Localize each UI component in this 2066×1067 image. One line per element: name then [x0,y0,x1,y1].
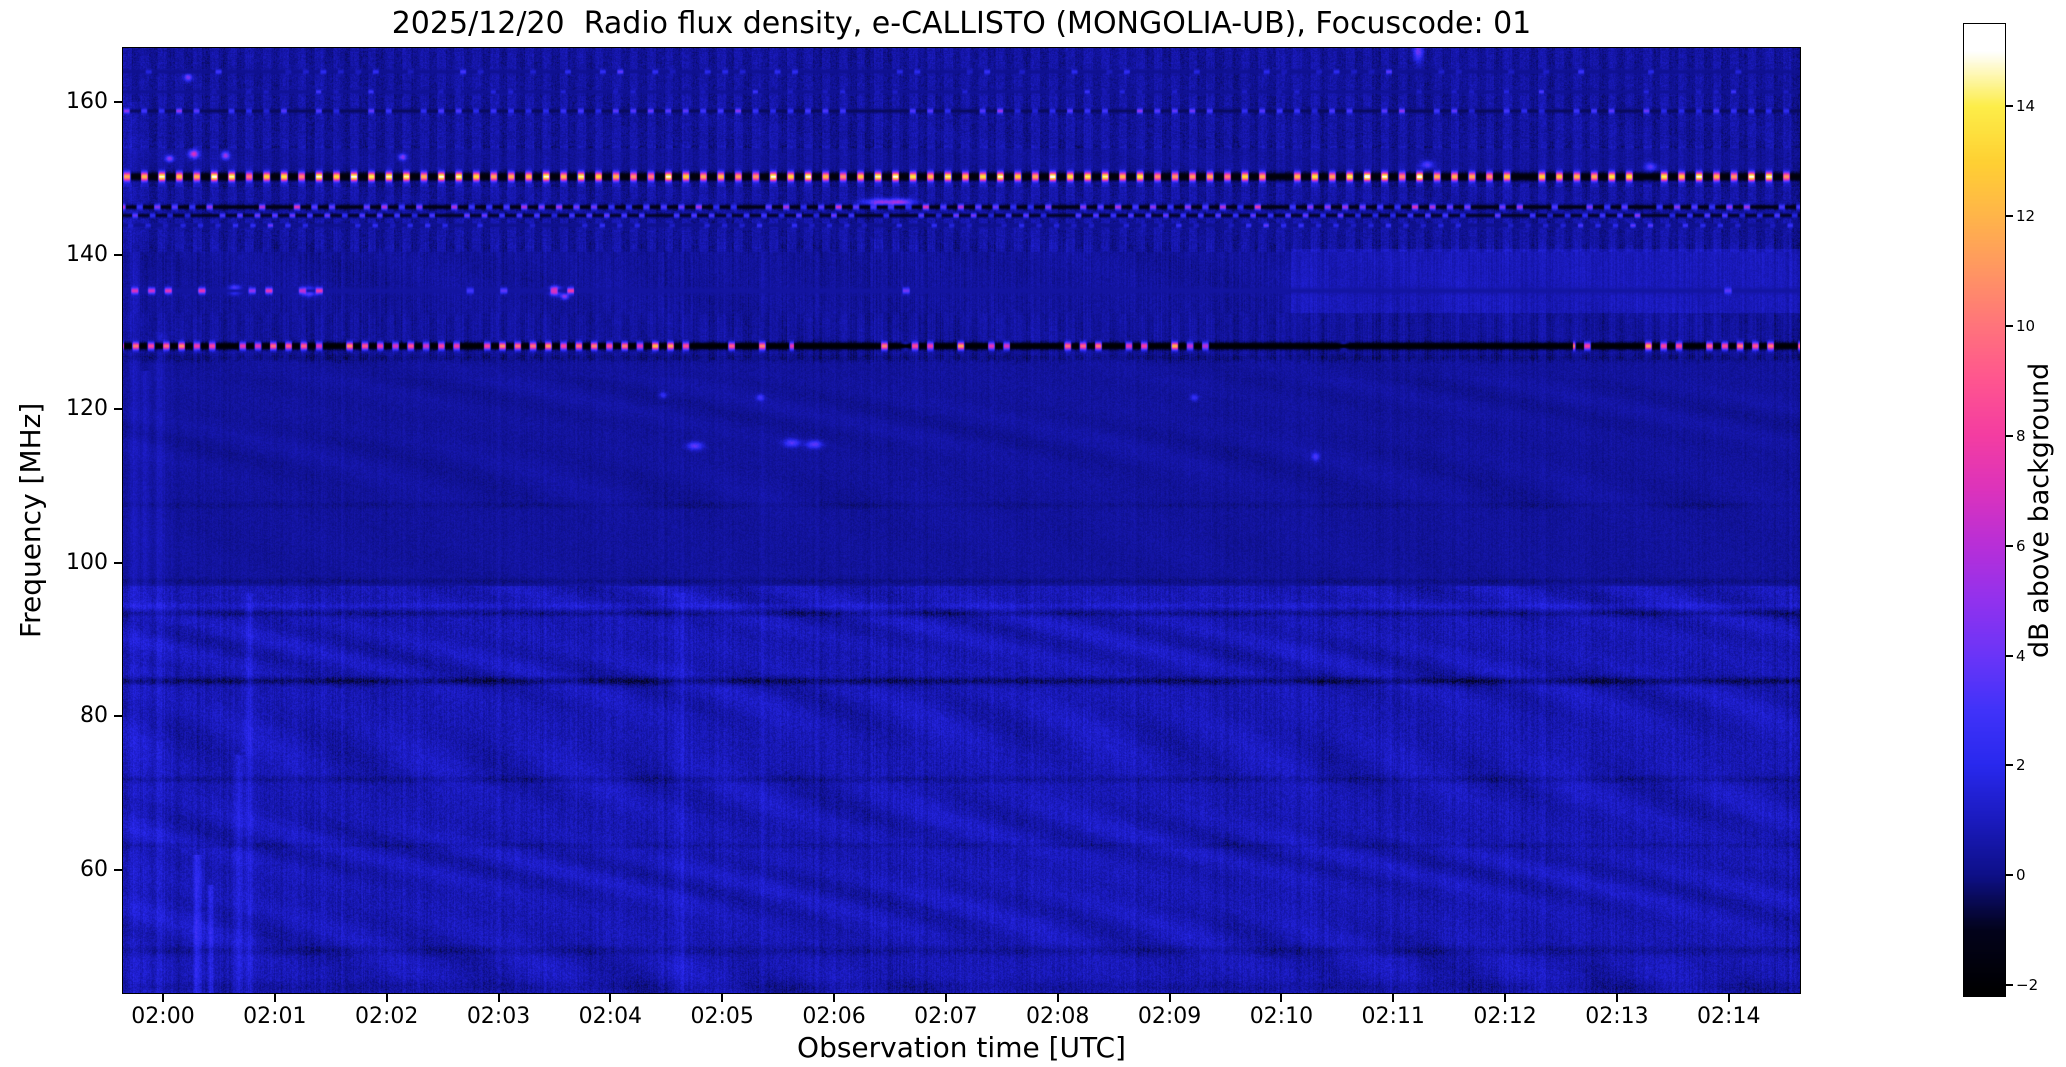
colorbar-label: dB above background [2024,362,2055,658]
x-tick-mark [385,994,388,1002]
x-tick-label: 02:12 [1473,1004,1537,1029]
y-tick-mark [114,869,122,872]
y-tick-mark [114,561,122,564]
colorbar-tick-label: −2 [2016,976,2039,995]
y-tick-label: 120 [66,396,108,422]
x-tick-mark [721,994,724,1002]
y-tick-mark [114,408,122,411]
x-tick-mark [162,994,164,1002]
colorbar-tick-label: 14 [2016,97,2036,116]
x-tick-mark [273,994,276,1002]
y-tick-mark [114,100,122,103]
colorbar-tick-mark [2006,984,2013,987]
x-tick-mark [609,994,612,1002]
y-tick-label: 80 [80,703,108,729]
colorbar-tick-label: 8 [2016,426,2026,445]
colorbar-tick-mark [2006,325,2013,328]
x-tick-mark [1280,994,1283,1002]
x-tick-label: 02:06 [802,1004,866,1029]
y-tick-label: 60 [80,857,108,883]
colorbar-tick-mark [2006,654,2013,657]
x-axis-label: Observation time [UTC] [797,1031,1126,1064]
y-tick-mark [114,715,122,718]
x-tick-label: 02:08 [1026,1004,1090,1029]
colorbar-tick-label: 10 [2016,317,2036,336]
x-tick-mark [1727,994,1730,1002]
x-tick-label: 02:09 [1137,1004,1202,1029]
spectrogram-canvas [122,47,1801,994]
x-tick-mark [1392,994,1395,1002]
colorbar-tick-mark [2006,764,2013,767]
colorbar-tick-label: 12 [2016,207,2036,226]
x-tick-label: 02:02 [354,1004,419,1029]
colorbar-tick-mark [2006,215,2013,218]
colorbar-tick-label: 0 [2016,866,2026,885]
chart-title: 2025/12/20 Radio flux density, e-CALLIST… [391,6,1532,41]
x-tick-label: 02:04 [578,1004,643,1029]
x-tick-label: 02:00 [131,1004,195,1029]
x-tick-label: 02:14 [1697,1004,1761,1029]
x-tick-mark [944,994,947,1002]
colorbar-tick-mark [2006,434,2013,437]
y-tick-mark [114,254,122,257]
x-tick-label: 02:10 [1249,1004,1314,1029]
y-tick-label: 160 [66,88,108,114]
colorbar-tick-label: 6 [2016,536,2026,555]
x-tick-label: 02:03 [466,1004,531,1029]
y-tick-label: 100 [66,549,108,575]
x-tick-mark [1056,994,1059,1002]
colorbar-tick-mark [2006,105,2013,108]
x-tick-label: 02:07 [914,1004,978,1029]
colorbar-canvas [1963,23,2006,997]
x-tick-label: 02:13 [1585,1004,1649,1029]
y-tick-label: 140 [66,242,108,268]
x-tick-mark [1504,994,1507,1002]
y-axis-label: Frequency [MHz] [14,402,47,639]
x-tick-mark [1615,994,1618,1002]
colorbar-tick-mark [2006,544,2013,547]
x-tick-label: 02:11 [1361,1004,1425,1029]
x-tick-label: 02:01 [243,1004,307,1029]
colorbar-tick-mark [2006,874,2013,877]
x-tick-mark [1168,994,1171,1002]
x-tick-mark [497,994,500,1002]
colorbar-tick-label: 4 [2016,646,2026,665]
x-tick-mark [833,994,836,1002]
colorbar-tick-label: 2 [2016,756,2026,775]
x-tick-label: 02:05 [690,1004,754,1029]
